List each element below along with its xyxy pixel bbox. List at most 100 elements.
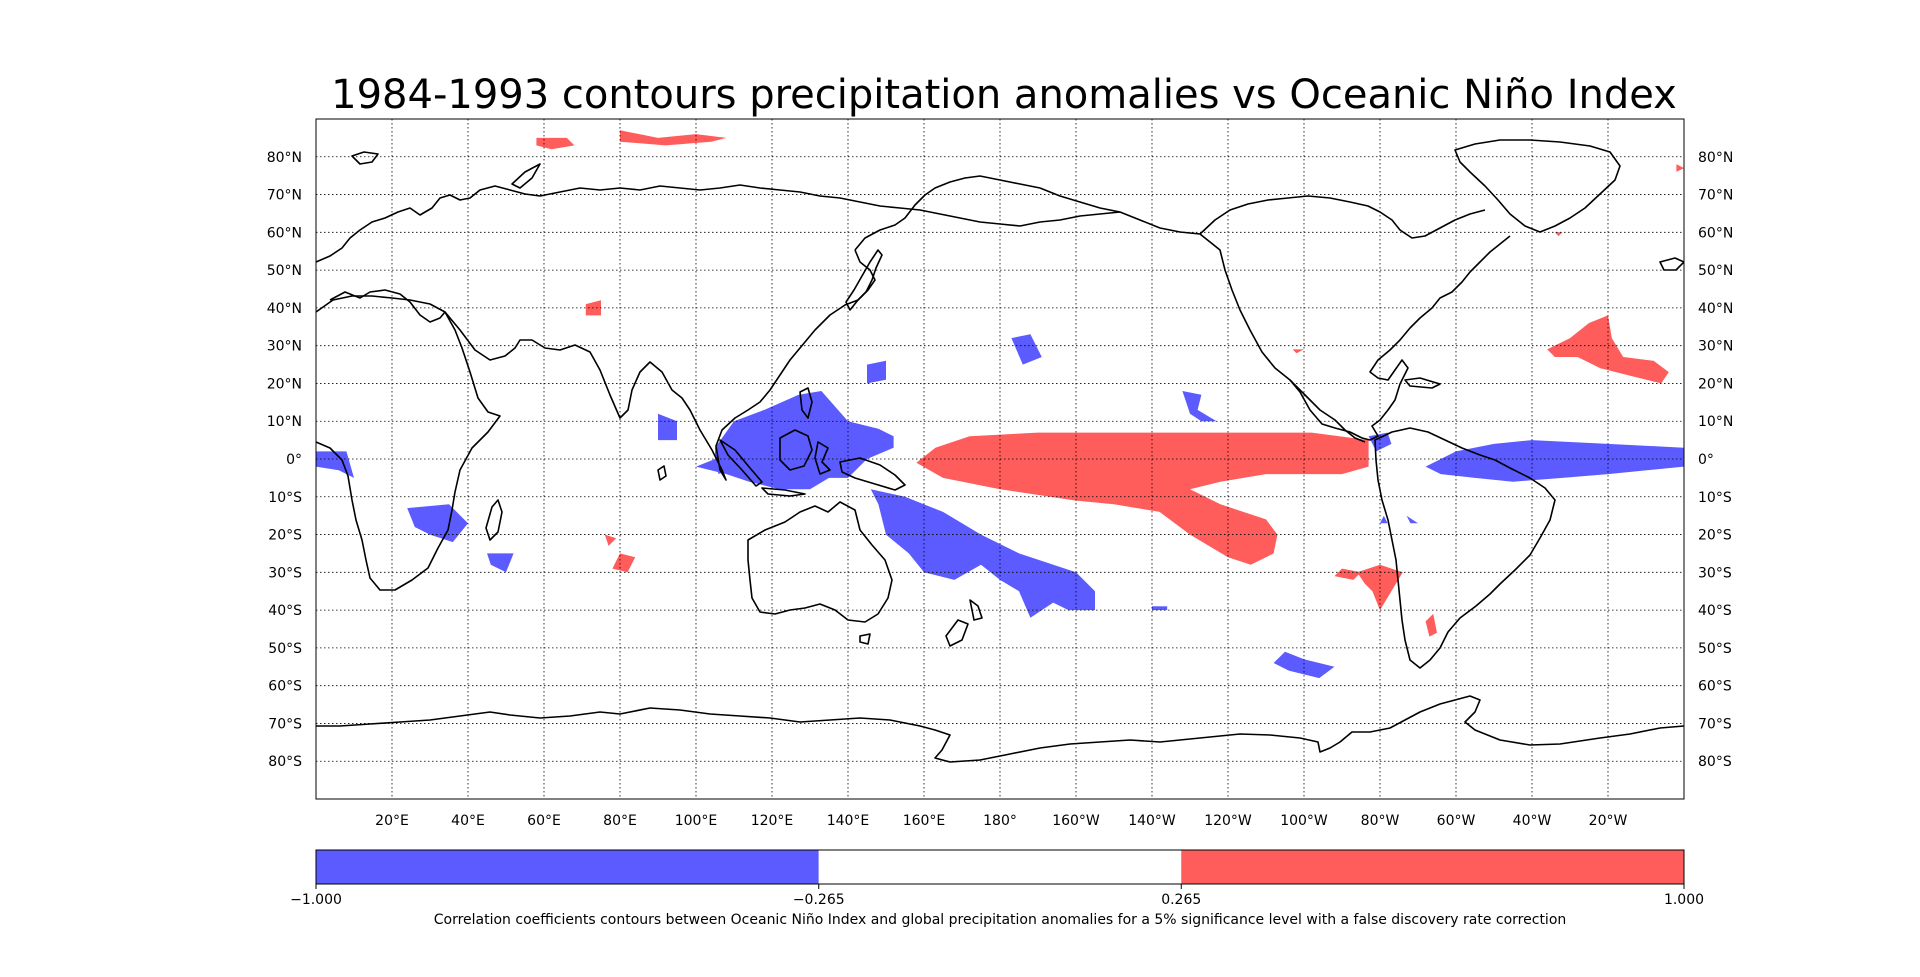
colorbar-ticks: −1.000 −0.265 0.265 1.000 — [290, 884, 1704, 908]
positive-region-northeast-atlantic — [1676, 164, 1684, 172]
lon-tick-label: 80°E — [603, 813, 637, 829]
coastline-new-zealand — [945, 599, 983, 647]
lon-tick-label: 160°W — [1052, 813, 1100, 829]
colorbar-caption: Correlation coefficients contours betwee… — [434, 912, 1567, 928]
lat-tick-label: 30°N — [267, 339, 302, 355]
colorbar-tick-label: 1.000 — [1664, 892, 1704, 908]
coastline-antarctica — [316, 695, 1684, 763]
positive-region-indian-ocean-20s — [612, 553, 636, 573]
lat-tick-label: 80°N — [267, 150, 302, 166]
lon-tick-label: 120°W — [1204, 813, 1252, 829]
coastline-east-asia — [854, 175, 1041, 251]
lat-tick-label: 10°S — [268, 490, 302, 506]
lat-tick-label: 30°S — [268, 565, 302, 581]
map-frame — [315, 118, 1685, 800]
lat-tick-label: 30°S — [1698, 565, 1732, 581]
gridlines — [316, 119, 1684, 799]
coastline-new-guinea — [839, 457, 906, 491]
lon-tick-label: 100°E — [675, 813, 718, 829]
lat-tick-label: 40°S — [1698, 603, 1732, 619]
positive-region-arctic-barents — [620, 130, 727, 146]
colorbar-negative-segment — [316, 850, 819, 884]
lat-tick-label: 80°S — [1698, 754, 1732, 770]
lon-tick-label: 20°E — [375, 813, 409, 829]
negative-region-north-pacific-central — [1011, 334, 1042, 365]
coastline-greenland — [1454, 139, 1621, 233]
positive-region-mexico-west — [1292, 349, 1304, 354]
negative-region-maritime-continent — [696, 391, 894, 490]
lat-tick-label: 80°N — [1698, 150, 1733, 166]
colorbar-frame — [315, 849, 1685, 885]
negative-region-spcz — [870, 489, 1095, 618]
negative-region-south-pacific-small — [1406, 515, 1418, 524]
lat-tick-label: 70°N — [267, 188, 302, 204]
colorbar-positive-segment — [1181, 850, 1684, 884]
lon-tick-label: 120°E — [751, 813, 794, 829]
coastline-svalbard — [351, 151, 379, 165]
coastline-cuba — [1404, 377, 1441, 389]
lon-tick-label: 60°E — [527, 813, 561, 829]
lat-tick-label: 20°N — [267, 376, 302, 392]
negative-region-atlantic-equatorial — [1425, 440, 1684, 482]
coastline-borneo — [779, 429, 813, 471]
lon-tick-label: 140°W — [1128, 813, 1176, 829]
negative-region-north-pacific-west — [867, 360, 886, 384]
positive-region-argentina-south — [1425, 613, 1437, 637]
lat-tick-label: 10°N — [1698, 414, 1733, 430]
coastline-sri-lanka — [657, 465, 667, 481]
positive-region-north-atlantic — [1547, 315, 1669, 384]
coastline-tasmania — [859, 633, 871, 645]
colorbar: −1.000 −0.265 0.265 1.000 Correlation coeff… — [290, 849, 1704, 928]
map-area: 80°N 70°N 60°N 50°N 40°N 30°N 20°N 10°N 0° 10°S 20… — [267, 118, 1733, 829]
lat-tick-label: 20°S — [1698, 528, 1732, 544]
lat-tick-label: 60°N — [1698, 225, 1733, 241]
latitude-labels-right: 80°N 70°N 60°N 50°N 40°N 30°N 20°N 10°N 0° 10°S 20… — [1698, 150, 1733, 770]
lat-tick-label: 10°N — [267, 414, 302, 430]
colorbar-tick-label: −1.000 — [290, 892, 342, 908]
lon-tick-label: 20°W — [1589, 813, 1628, 829]
coastline-arabia-india — [444, 249, 876, 481]
lat-tick-label: 40°N — [1698, 301, 1733, 317]
lat-tick-label: 50°S — [268, 641, 302, 657]
lat-tick-label: 60°S — [1698, 679, 1732, 695]
lat-tick-label: 70°S — [268, 716, 302, 732]
lat-tick-label: 20°N — [1698, 376, 1733, 392]
lat-tick-label: 80°S — [268, 754, 302, 770]
coastline-mediterranean — [329, 289, 446, 323]
lat-tick-label: 70°S — [1698, 716, 1732, 732]
coastline-europe — [316, 184, 1121, 263]
coastlines — [316, 139, 1684, 763]
coastline-central-america — [1289, 379, 1366, 443]
negative-region-peru-small — [1380, 515, 1388, 524]
lat-tick-label: 60°N — [267, 225, 302, 241]
negative-region-south-pacific-39s — [1152, 606, 1168, 611]
lon-tick-label: 180° — [983, 813, 1017, 829]
coastline-japan — [845, 249, 883, 311]
lat-tick-label: 50°S — [1698, 641, 1732, 657]
positive-region-central-pacific-tongue — [916, 432, 1369, 565]
lon-tick-label: 160°E — [903, 813, 946, 829]
positive-region-greenland-east — [1554, 232, 1563, 237]
coastline-sumatra — [719, 439, 763, 487]
positive-region-southeast-pacific-patch — [1334, 568, 1361, 580]
coastline-sulawesi — [814, 441, 831, 475]
coastline-novaya-zemlya — [511, 163, 541, 189]
lat-tick-label: 0° — [1698, 452, 1714, 468]
negative-correlation-regions — [316, 334, 1684, 679]
lat-tick-label: 70°N — [1698, 188, 1733, 204]
lat-tick-label: 0° — [286, 452, 302, 468]
chart-title: 1984-1993 contours precipitation anomali… — [331, 72, 1677, 118]
lon-tick-label: 140°E — [827, 813, 870, 829]
coastline-java — [761, 487, 806, 497]
colorbar-tick-label: 0.265 — [1161, 892, 1201, 908]
negative-region-bay-of-bengal — [658, 413, 677, 441]
lon-tick-label: 40°E — [451, 813, 485, 829]
coastline-australia — [747, 501, 893, 623]
coastline-africa — [316, 295, 501, 591]
lat-tick-label: 40°N — [267, 301, 302, 317]
lat-tick-label: 20°S — [268, 528, 302, 544]
longitude-labels: 20°E 40°E 60°E 80°E 100°E 120°E 140°E 160°E 180°… — [375, 813, 1627, 829]
latitude-labels-left: 80°N 70°N 60°N 50°N 40°N 30°N 20°N 10°N 0° 10°S 20… — [267, 150, 302, 770]
positive-correlation-regions — [536, 130, 1684, 637]
